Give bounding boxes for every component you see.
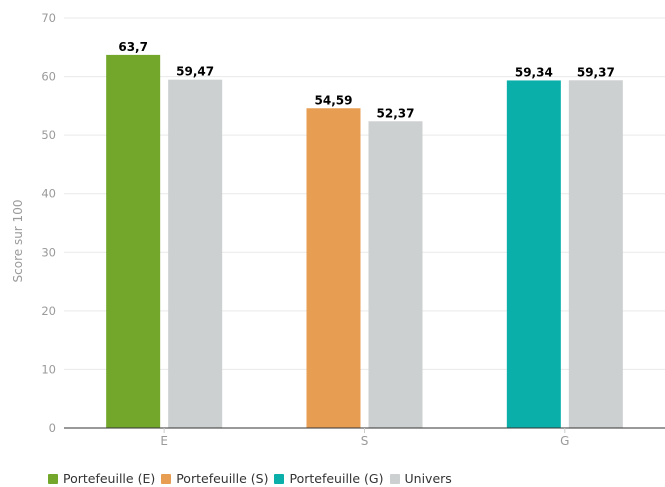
y-tick-label: 0 bbox=[49, 421, 56, 435]
bar-e-portefeuille bbox=[106, 54, 161, 429]
legend-label: Portefeuille (G) bbox=[289, 471, 384, 486]
data-label: 59,47 bbox=[176, 65, 214, 79]
x-tick-label: G bbox=[560, 434, 569, 448]
legend-label: Portefeuille (E) bbox=[63, 471, 156, 486]
data-label: 54,59 bbox=[315, 93, 353, 107]
y-tick-label: 30 bbox=[41, 245, 56, 259]
bar-s-univers bbox=[368, 121, 423, 429]
legend-item[interactable]: Portefeuille (G) bbox=[274, 471, 384, 486]
y-axis: 0 10 20 30 40 50 60 70 bbox=[41, 11, 56, 435]
y-tick-label: 20 bbox=[41, 304, 56, 318]
data-label: 59,34 bbox=[515, 65, 553, 79]
data-label: 63,7 bbox=[118, 40, 148, 54]
bar-g-univers bbox=[568, 80, 623, 429]
y-tick-label: 40 bbox=[41, 187, 56, 201]
legend: Portefeuille (E) Portefeuille (S) Portefeu… bbox=[48, 471, 458, 486]
legend-item[interactable]: Portefeuille (E) bbox=[48, 471, 155, 486]
legend-swatch bbox=[161, 473, 172, 484]
x-tick-label: S bbox=[361, 434, 369, 448]
grid bbox=[64, 17, 665, 370]
y-tick-label: 70 bbox=[41, 11, 56, 25]
bar-s-portefeuille bbox=[306, 108, 361, 428]
bar-g-portefeuille bbox=[506, 80, 561, 429]
data-label: 59,37 bbox=[577, 65, 615, 79]
y-axis-label: Score sur 100 bbox=[11, 200, 25, 283]
legend-swatch bbox=[48, 473, 58, 484]
legend-item[interactable]: Portefeuille (S) bbox=[161, 471, 268, 486]
bars bbox=[106, 54, 623, 429]
data-labels: 63,7 59,47 54,59 52,37 59,34 59,37 bbox=[118, 40, 614, 120]
y-tick-label: 50 bbox=[41, 128, 56, 142]
legend-label: Univers bbox=[404, 471, 452, 486]
legend-swatch bbox=[274, 473, 285, 484]
x-tick-label: E bbox=[160, 434, 168, 448]
legend-item[interactable]: Univers bbox=[389, 471, 452, 486]
y-tick-label: 10 bbox=[41, 362, 56, 376]
legend-label: Portefeuille (S) bbox=[176, 471, 269, 486]
data-label: 52,37 bbox=[377, 106, 415, 120]
y-tick-label: 60 bbox=[41, 70, 56, 84]
bar-e-univers bbox=[168, 79, 223, 428]
legend-swatch bbox=[389, 473, 400, 484]
